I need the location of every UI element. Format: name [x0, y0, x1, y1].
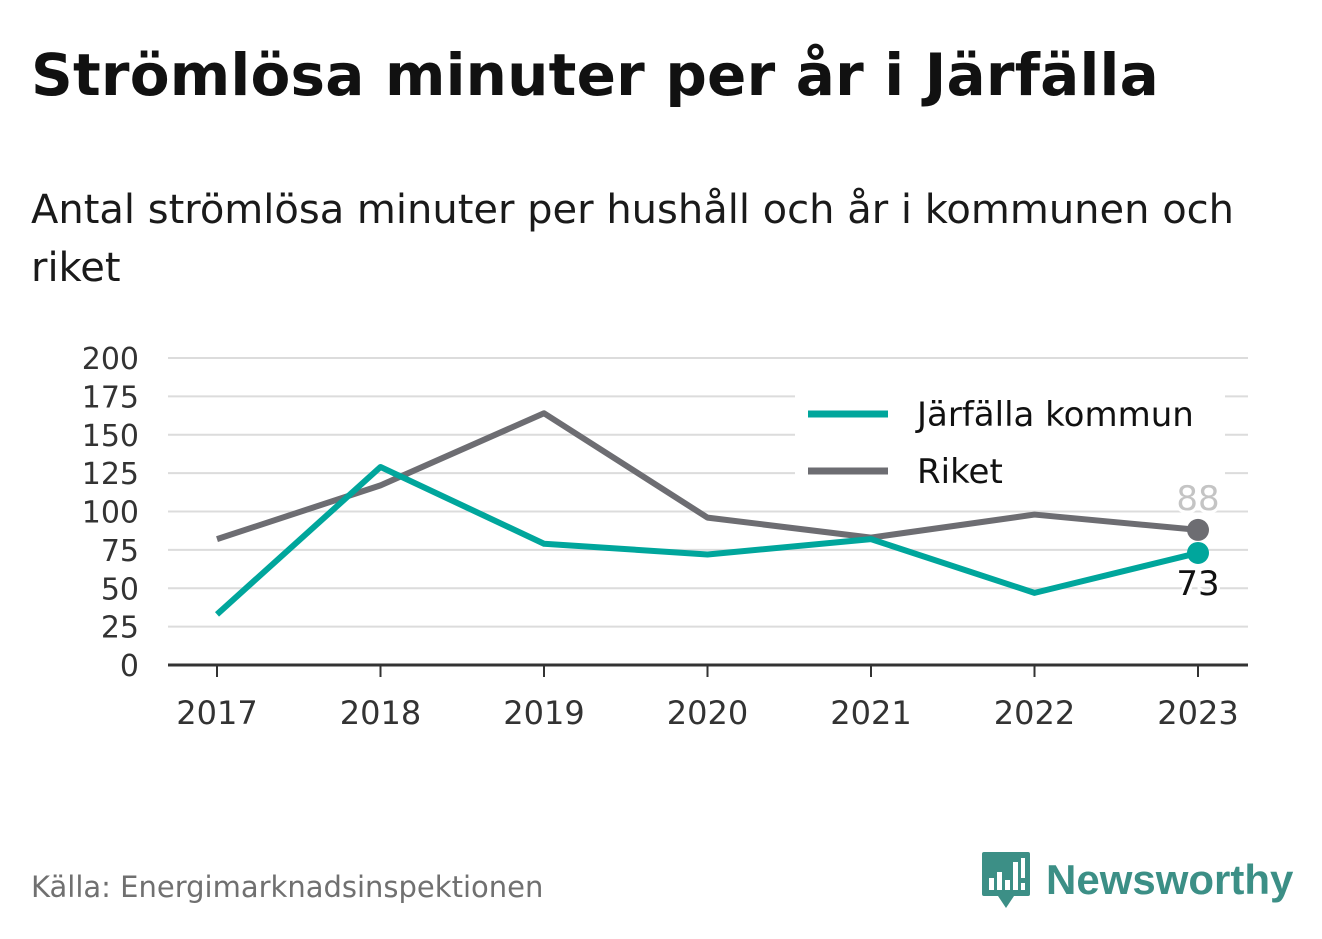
x-tick-label: 2020 — [667, 694, 748, 732]
y-tick-label: 125 — [82, 457, 139, 492]
legend: Järfälla kommun Riket — [795, 388, 1225, 497]
y-tick-label: 75 — [101, 534, 139, 569]
x-tick-label: 2023 — [1157, 694, 1238, 732]
source-note: Källa: Energimarknadsinspektionen — [31, 870, 544, 904]
y-tick-label: 100 — [82, 496, 139, 531]
y-tick-label: 175 — [82, 380, 139, 415]
data-label-riket: 88 — [1176, 479, 1219, 519]
page-subtitle: Antal strömlösa minuter per hushåll och … — [31, 187, 1235, 291]
series-lines — [214, 410, 1209, 617]
series-end-point — [1187, 541, 1209, 564]
brand-name: Newsworthy — [1046, 856, 1294, 903]
series-line — [216, 410, 1199, 542]
brand-logo: Newsworthy — [980, 850, 1293, 910]
legend-label: Riket — [917, 452, 1003, 492]
y-tick-label: 150 — [82, 419, 139, 454]
y-tick-label: 25 — [101, 611, 139, 646]
x-tick-label: 2017 — [176, 694, 257, 732]
legend-label: Järfälla kommun — [915, 395, 1194, 435]
y-tick-label: 50 — [101, 572, 139, 607]
y-tick-label: 200 — [82, 342, 139, 377]
series-line — [214, 463, 1199, 617]
data-label-jarfalla: 73 — [1176, 564, 1219, 604]
bar-chart-icon — [982, 852, 1030, 908]
data-labels: 88 73 — [1173, 476, 1222, 607]
series-end-point — [1187, 518, 1209, 541]
x-axis: 2017 2018 2019 2020 2021 2022 2023 — [168, 663, 1248, 732]
x-tick-label: 2022 — [994, 694, 1075, 732]
x-tick-label: 2021 — [830, 694, 911, 732]
x-tick-label: 2018 — [340, 694, 421, 732]
y-tick-label: 0 — [120, 649, 139, 684]
page-title: Strömlösa minuter per år i Järfälla — [31, 41, 1159, 109]
x-tick-label: 2019 — [503, 694, 584, 732]
